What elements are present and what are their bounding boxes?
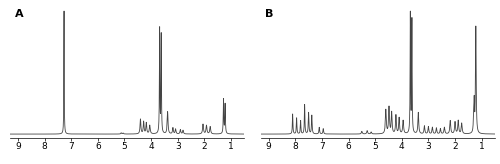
Text: B: B xyxy=(266,9,274,19)
Text: A: A xyxy=(14,9,24,19)
